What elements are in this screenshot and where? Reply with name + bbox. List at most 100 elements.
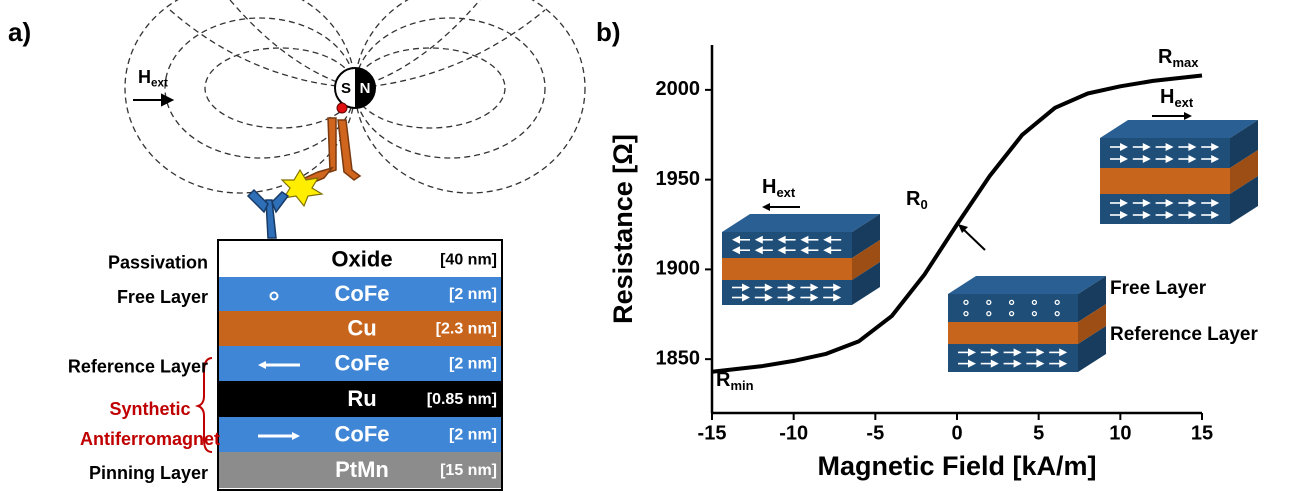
label-sub: ext <box>1174 95 1193 110</box>
subscript-label: Rmax <box>1158 46 1199 70</box>
detection-antibody <box>294 117 362 189</box>
arrow-head <box>754 235 763 244</box>
label-main: H <box>1160 86 1174 108</box>
arrow-head <box>810 293 819 302</box>
data-line <box>711 73 1203 374</box>
x-tick-label: -15 <box>698 422 727 444</box>
arrow <box>777 246 796 255</box>
inset-stack <box>1100 120 1258 224</box>
inset-dot <box>986 310 992 317</box>
label-main: H <box>762 176 776 198</box>
layer <box>219 452 501 488</box>
arrow <box>1201 143 1220 151</box>
layer <box>219 242 501 277</box>
layer-label: Reference Layer <box>68 356 208 376</box>
inset-top <box>722 214 880 232</box>
arrow-head <box>777 235 786 244</box>
arrow <box>1110 155 1128 163</box>
arrow-head <box>1059 359 1068 368</box>
layer-thickness: [2 nm] <box>449 427 497 444</box>
stack-frame <box>217 239 503 491</box>
label-sub: 0 <box>920 197 927 212</box>
arrow-head <box>787 293 796 302</box>
arrow-head <box>258 361 266 369</box>
arrow <box>958 348 976 357</box>
arrow <box>1201 155 1220 163</box>
inset-layer <box>1100 194 1230 224</box>
x-tick-label: 15 <box>1191 422 1213 444</box>
arrow <box>1003 348 1022 357</box>
inset-layer <box>722 232 852 258</box>
panel-label: b) <box>596 17 621 47</box>
arrow-head <box>990 359 999 368</box>
arrow <box>1201 199 1220 207</box>
inset-layer <box>948 322 1078 344</box>
arrow <box>823 283 842 292</box>
inset-top <box>948 276 1106 294</box>
arrow-head <box>1120 155 1128 163</box>
arrow <box>754 246 773 255</box>
saf-brace <box>194 357 213 453</box>
arrow-head <box>968 359 976 368</box>
y-tick-label: 2000 <box>656 78 701 100</box>
arrow-head <box>990 348 999 357</box>
inset-dot <box>1008 310 1015 317</box>
arrow-head <box>1142 155 1151 163</box>
magnet-north: N <box>360 80 371 97</box>
layer-material: CoFe <box>335 350 390 375</box>
arrow-head <box>1013 348 1022 357</box>
arrow <box>1155 199 1174 207</box>
arrow <box>823 235 842 244</box>
arrow-head <box>1059 348 1068 357</box>
inset-dot <box>1008 299 1015 306</box>
arrow-head <box>823 235 832 244</box>
arrow-head <box>764 283 773 292</box>
y-axis-title: Resistance [Ω] <box>608 134 638 324</box>
arrow-head <box>777 246 786 255</box>
arrow-head <box>833 293 842 302</box>
arrow-head <box>810 283 819 292</box>
arrow <box>1178 155 1197 163</box>
arrow-head <box>742 283 750 292</box>
arrow <box>777 293 796 302</box>
layer-material: Cu <box>347 315 376 340</box>
saf-label: Antiferromagnet <box>80 429 220 449</box>
x-tick-label: 0 <box>951 422 962 444</box>
arrow <box>732 283 750 292</box>
subscript-label: R0 <box>906 188 928 212</box>
arrow-head <box>1165 211 1174 219</box>
arrow <box>1026 359 1045 368</box>
inset-label: Free Layer <box>1110 278 1207 299</box>
arrow <box>800 293 819 302</box>
inset-layer <box>722 258 852 280</box>
inset-dot <box>1054 310 1060 317</box>
enzyme-star <box>280 168 324 208</box>
arrow <box>1152 112 1192 120</box>
arrow <box>732 246 750 255</box>
arrow <box>1178 143 1197 151</box>
layer <box>219 311 501 346</box>
arrow-head <box>1120 199 1128 207</box>
inset-dot <box>986 299 992 306</box>
inset-dot <box>1031 310 1038 317</box>
arrow <box>754 293 773 302</box>
r0-pointer-head <box>958 224 968 233</box>
inset-layer <box>948 344 1078 372</box>
moment-out <box>269 291 279 301</box>
arrow <box>1110 211 1128 219</box>
inset-side <box>1230 150 1258 194</box>
label-sub: ext <box>776 185 795 200</box>
arrow-head <box>1211 199 1220 207</box>
layer-material: Ru <box>347 386 376 411</box>
arrow-head <box>800 246 809 255</box>
arrow-head <box>1036 359 1045 368</box>
arrow-head <box>1013 359 1022 368</box>
capture-antibody <box>246 188 290 239</box>
label-main: R <box>716 369 731 391</box>
arrow-head <box>1142 143 1151 151</box>
arrow-head <box>764 293 773 302</box>
inset-dot <box>1031 299 1038 306</box>
magnet <box>334 67 376 109</box>
arrow <box>754 235 773 244</box>
